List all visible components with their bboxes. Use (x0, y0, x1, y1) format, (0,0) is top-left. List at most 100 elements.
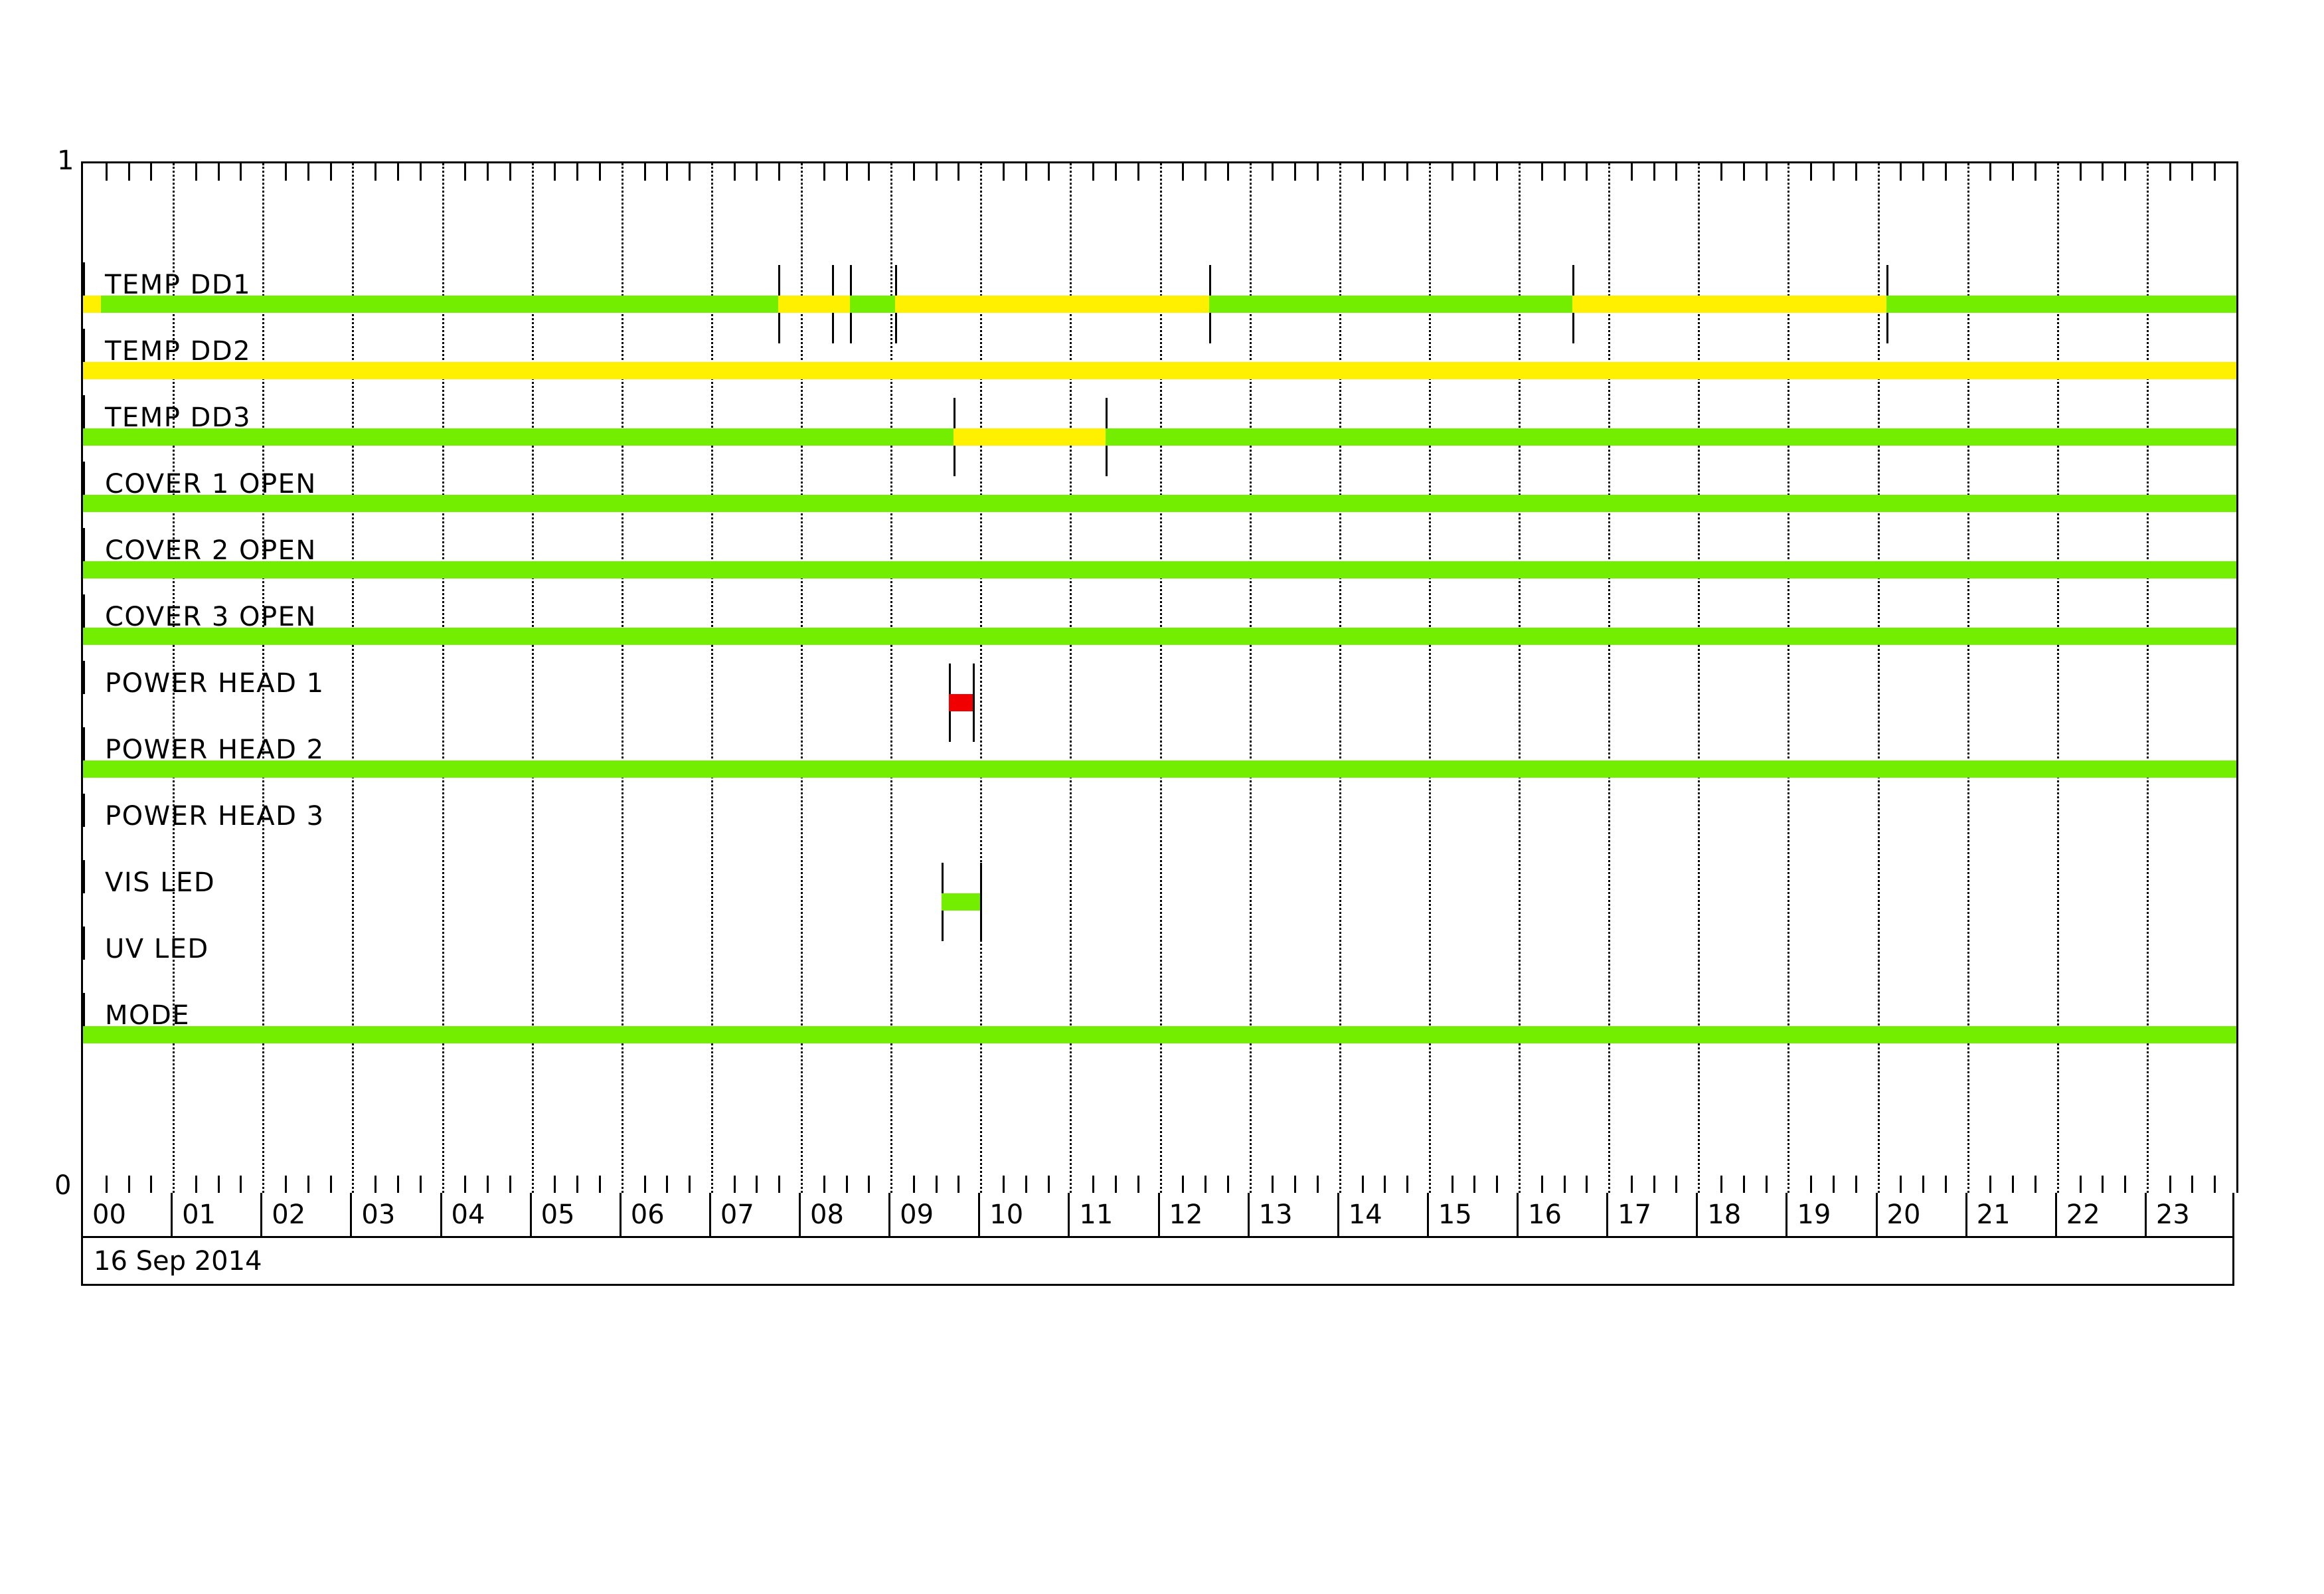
minor-tick-top (689, 163, 691, 181)
minor-tick-bottom (195, 1176, 197, 1193)
minor-tick-bottom (1653, 1176, 1655, 1193)
hour-gridline (1339, 163, 1341, 1193)
status-segment-yellow (778, 296, 851, 313)
status-segment-green (83, 628, 2236, 645)
row-label-power-head-3: POWER HEAD 3 (105, 801, 325, 832)
row-stub-tick (83, 993, 85, 1026)
row-stub-tick (83, 727, 85, 760)
minor-tick-bottom (1361, 1176, 1364, 1193)
minor-tick-bottom (1204, 1176, 1207, 1193)
row-stub-tick (83, 329, 85, 362)
row-label-temp-dd1: TEMP DD1 (105, 270, 252, 300)
minor-tick-bottom (823, 1176, 825, 1193)
minor-tick-bottom (576, 1176, 579, 1193)
minor-tick-bottom (2214, 1176, 2216, 1193)
hour-label-text: 09 (900, 1199, 934, 1230)
minor-tick-bottom (554, 1176, 556, 1193)
status-segment-green (850, 296, 895, 313)
minor-tick-top (2034, 163, 2036, 181)
state-transition-marker (973, 664, 975, 742)
row-label-cover-3-open: COVER 3 OPEN (105, 602, 317, 632)
hour-label-cell: 18 (1698, 1193, 1788, 1236)
row-stub-tick (83, 927, 85, 960)
minor-tick-bottom (1114, 1176, 1117, 1193)
minor-tick-bottom (1630, 1176, 1633, 1193)
minor-tick-bottom (2191, 1176, 2194, 1193)
minor-tick-bottom (912, 1176, 915, 1193)
minor-tick-top (1114, 163, 1117, 181)
hour-label-text: 17 (1618, 1199, 1652, 1230)
status-bar-power-head-2 (83, 760, 2236, 778)
minor-tick-top (127, 163, 130, 181)
status-segment-yellow (953, 428, 1106, 446)
status-bar-temp-dd2 (83, 362, 2236, 379)
minor-tick-bottom (509, 1176, 511, 1193)
minor-tick-top (150, 163, 153, 181)
row-stub-tick (83, 462, 85, 495)
minor-tick-bottom (1720, 1176, 1723, 1193)
hour-label-cell: 16 (1519, 1193, 1609, 1236)
hour-gridline (980, 163, 983, 1193)
minor-tick-bottom (150, 1176, 153, 1193)
status-segment-yellow (1572, 296, 1886, 313)
minor-tick-top (733, 163, 736, 181)
minor-tick-top (756, 163, 758, 181)
minor-tick-bottom (1182, 1176, 1185, 1193)
hour-gridline (710, 163, 713, 1193)
minor-tick-bottom (1384, 1176, 1386, 1193)
minor-tick-top (1653, 163, 1655, 181)
minor-tick-top (1361, 163, 1364, 181)
hour-label-cell: 14 (1339, 1193, 1429, 1236)
hour-gridline (1877, 163, 1880, 1193)
status-segment-green (83, 428, 954, 446)
minor-tick-top (419, 163, 422, 181)
minor-tick-bottom (1765, 1176, 1768, 1193)
minor-tick-bottom (1855, 1176, 1857, 1193)
minor-tick-bottom (2012, 1176, 2015, 1193)
minor-tick-top (1406, 163, 1409, 181)
minor-tick-top (2214, 163, 2216, 181)
minor-tick-bottom (127, 1176, 130, 1193)
hour-label-text: 08 (810, 1199, 844, 1230)
hour-gridline (801, 163, 803, 1193)
hour-label-text: 10 (989, 1199, 1024, 1230)
hour-gridline (262, 163, 265, 1193)
minor-tick-bottom (329, 1176, 332, 1193)
minor-tick-top (1563, 163, 1566, 181)
minor-tick-top (1294, 163, 1297, 181)
y-axis-top-label: 1 (57, 145, 74, 176)
minor-tick-top (307, 163, 309, 181)
minor-tick-top (285, 163, 288, 181)
hour-gridline (1070, 163, 1072, 1193)
hour-label-text: 00 (92, 1199, 126, 1230)
minor-tick-bottom (733, 1176, 736, 1193)
hour-label-cell: 04 (442, 1193, 532, 1236)
status-segment-green (83, 495, 2236, 512)
hour-label-cell: 00 (83, 1193, 173, 1236)
hour-label-cell: 07 (711, 1193, 801, 1236)
minor-tick-top (1765, 163, 1768, 181)
minor-tick-bottom (2102, 1176, 2104, 1193)
hour-label-cell: 06 (622, 1193, 711, 1236)
minor-tick-top (1226, 163, 1229, 181)
row-stub-tick (83, 661, 85, 694)
hour-label-text: 15 (1438, 1199, 1472, 1230)
hour-label-text: 12 (1169, 1199, 1203, 1230)
minor-tick-bottom (1272, 1176, 1274, 1193)
y-axis-bottom-label: 0 (54, 1170, 72, 1201)
minor-tick-bottom (396, 1176, 399, 1193)
row-stub-tick (83, 594, 85, 628)
minor-tick-top (1316, 163, 1319, 181)
minor-tick-top (1900, 163, 1902, 181)
minor-tick-top (1586, 163, 1588, 181)
minor-tick-top (1944, 163, 1947, 181)
hour-label-text: 01 (182, 1199, 216, 1230)
minor-tick-bottom (1922, 1176, 1925, 1193)
hour-label-text: 18 (1707, 1199, 1742, 1230)
minor-tick-bottom (240, 1176, 242, 1193)
status-bar-power-head-3 (83, 827, 2236, 844)
status-bar-cover-3-open (83, 628, 2236, 645)
minor-tick-bottom (1316, 1176, 1319, 1193)
minor-tick-bottom (1047, 1176, 1050, 1193)
